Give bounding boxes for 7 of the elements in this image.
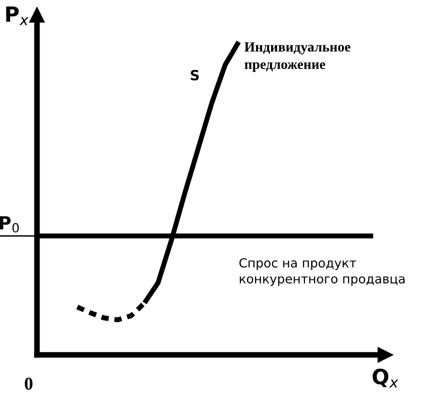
text: P$_{0}$ <box>0 216 19 233</box>
series-label: S <box>190 70 199 80</box>
x-axis-title: Q$_{x}$ <box>372 368 398 388</box>
series-label: Спрос на продукт конкурентного продавца <box>239 258 405 286</box>
y-axis-title: P$_{x}$ <box>6 6 29 26</box>
annotation: Индивидуальное предложение <box>244 42 350 72</box>
text: 0 <box>24 378 32 390</box>
